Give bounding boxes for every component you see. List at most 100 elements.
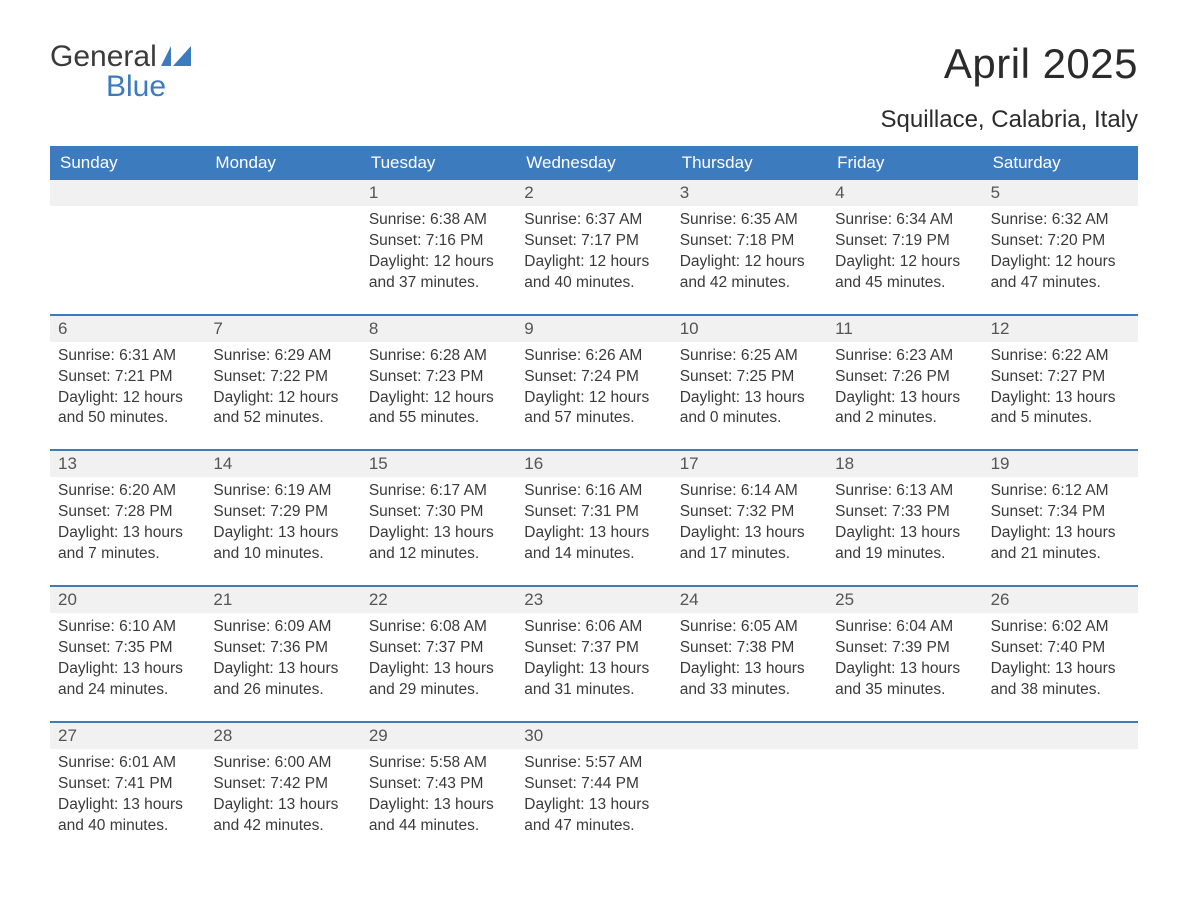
day-number: 4 [827, 180, 982, 206]
sunrise-text: Sunrise: 6:06 AM [524, 617, 663, 638]
daylight-text: Daylight: 12 hours and 42 minutes. [680, 252, 819, 294]
daylight-text: Daylight: 12 hours and 52 minutes. [213, 388, 352, 430]
day-number: 13 [50, 451, 205, 477]
sunrise-text: Sunrise: 6:19 AM [213, 481, 352, 502]
sunset-text: Sunset: 7:27 PM [991, 367, 1130, 388]
day-number: 21 [205, 587, 360, 613]
sunset-text: Sunset: 7:21 PM [58, 367, 197, 388]
weekday-header-row: Sunday Monday Tuesday Wednesday Thursday… [50, 146, 1138, 180]
day-number: 11 [827, 316, 982, 342]
sunset-text: Sunset: 7:17 PM [524, 231, 663, 252]
sunrise-text: Sunrise: 6:12 AM [991, 481, 1130, 502]
day-number: 20 [50, 587, 205, 613]
day-cell [50, 206, 205, 314]
sunrise-text: Sunrise: 6:04 AM [835, 617, 974, 638]
sunset-text: Sunset: 7:43 PM [369, 774, 508, 795]
sunset-text: Sunset: 7:23 PM [369, 367, 508, 388]
day-number: 30 [516, 723, 671, 749]
day-cell [827, 749, 982, 857]
day-cell: Sunrise: 6:34 AMSunset: 7:19 PMDaylight:… [827, 206, 982, 314]
sunrise-text: Sunrise: 6:22 AM [991, 346, 1130, 367]
daylight-text: Daylight: 12 hours and 45 minutes. [835, 252, 974, 294]
weeks-container: 12345Sunrise: 6:38 AMSunset: 7:16 PMDayl… [50, 180, 1138, 856]
day-number: 2 [516, 180, 671, 206]
day-number [205, 180, 360, 206]
day-number: 15 [361, 451, 516, 477]
day-cell: Sunrise: 6:31 AMSunset: 7:21 PMDaylight:… [50, 342, 205, 450]
sunrise-text: Sunrise: 6:02 AM [991, 617, 1130, 638]
sunrise-text: Sunrise: 5:58 AM [369, 753, 508, 774]
day-cell: Sunrise: 6:02 AMSunset: 7:40 PMDaylight:… [983, 613, 1138, 721]
daylight-text: Daylight: 13 hours and 2 minutes. [835, 388, 974, 430]
day-cell: Sunrise: 6:20 AMSunset: 7:28 PMDaylight:… [50, 477, 205, 585]
logo-word-general: General [50, 40, 157, 74]
sunset-text: Sunset: 7:22 PM [213, 367, 352, 388]
sunset-text: Sunset: 7:40 PM [991, 638, 1130, 659]
sunrise-text: Sunrise: 6:31 AM [58, 346, 197, 367]
day-cell: Sunrise: 6:26 AMSunset: 7:24 PMDaylight:… [516, 342, 671, 450]
sunrise-text: Sunrise: 6:01 AM [58, 753, 197, 774]
day-cell: Sunrise: 6:09 AMSunset: 7:36 PMDaylight:… [205, 613, 360, 721]
sunrise-text: Sunrise: 6:17 AM [369, 481, 508, 502]
daylight-text: Daylight: 13 hours and 35 minutes. [835, 659, 974, 701]
day-cell [983, 749, 1138, 857]
sunset-text: Sunset: 7:24 PM [524, 367, 663, 388]
day-cell: Sunrise: 6:28 AMSunset: 7:23 PMDaylight:… [361, 342, 516, 450]
day-cell: Sunrise: 6:32 AMSunset: 7:20 PMDaylight:… [983, 206, 1138, 314]
day-number: 19 [983, 451, 1138, 477]
sunset-text: Sunset: 7:33 PM [835, 502, 974, 523]
daylight-text: Daylight: 12 hours and 57 minutes. [524, 388, 663, 430]
sunrise-text: Sunrise: 6:23 AM [835, 346, 974, 367]
sunrise-text: Sunrise: 6:08 AM [369, 617, 508, 638]
sunset-text: Sunset: 7:29 PM [213, 502, 352, 523]
sunset-text: Sunset: 7:18 PM [680, 231, 819, 252]
daylight-text: Daylight: 13 hours and 29 minutes. [369, 659, 508, 701]
page-header: General Blue April 2025 Squillace, Calab… [50, 40, 1138, 134]
sunset-text: Sunset: 7:28 PM [58, 502, 197, 523]
sunset-text: Sunset: 7:44 PM [524, 774, 663, 795]
day-number: 27 [50, 723, 205, 749]
day-number: 8 [361, 316, 516, 342]
day-number: 18 [827, 451, 982, 477]
title-block: April 2025 Squillace, Calabria, Italy [881, 40, 1138, 134]
day-cell: Sunrise: 6:08 AMSunset: 7:37 PMDaylight:… [361, 613, 516, 721]
daylight-text: Daylight: 13 hours and 21 minutes. [991, 523, 1130, 565]
day-cell [205, 206, 360, 314]
daylight-text: Daylight: 13 hours and 5 minutes. [991, 388, 1130, 430]
day-number [983, 723, 1138, 749]
day-cell: Sunrise: 5:57 AMSunset: 7:44 PMDaylight:… [516, 749, 671, 857]
sunset-text: Sunset: 7:35 PM [58, 638, 197, 659]
daylight-text: Daylight: 13 hours and 24 minutes. [58, 659, 197, 701]
sunrise-text: Sunrise: 6:26 AM [524, 346, 663, 367]
sunset-text: Sunset: 7:38 PM [680, 638, 819, 659]
daylight-text: Daylight: 13 hours and 26 minutes. [213, 659, 352, 701]
sunset-text: Sunset: 7:32 PM [680, 502, 819, 523]
daylight-text: Daylight: 12 hours and 50 minutes. [58, 388, 197, 430]
day-number: 3 [672, 180, 827, 206]
calendar: Sunday Monday Tuesday Wednesday Thursday… [50, 146, 1138, 856]
day-number: 9 [516, 316, 671, 342]
sunset-text: Sunset: 7:36 PM [213, 638, 352, 659]
day-cell: Sunrise: 6:00 AMSunset: 7:42 PMDaylight:… [205, 749, 360, 857]
sunrise-text: Sunrise: 6:34 AM [835, 210, 974, 231]
daylight-text: Daylight: 13 hours and 7 minutes. [58, 523, 197, 565]
week-body-row: Sunrise: 6:38 AMSunset: 7:16 PMDaylight:… [50, 206, 1138, 314]
day-cell: Sunrise: 6:19 AMSunset: 7:29 PMDaylight:… [205, 477, 360, 585]
day-cell: Sunrise: 6:05 AMSunset: 7:38 PMDaylight:… [672, 613, 827, 721]
day-number: 23 [516, 587, 671, 613]
day-cell: Sunrise: 6:06 AMSunset: 7:37 PMDaylight:… [516, 613, 671, 721]
daylight-text: Daylight: 12 hours and 55 minutes. [369, 388, 508, 430]
daynum-row: 12345 [50, 180, 1138, 206]
daylight-text: Daylight: 13 hours and 0 minutes. [680, 388, 819, 430]
day-cell: Sunrise: 6:25 AMSunset: 7:25 PMDaylight:… [672, 342, 827, 450]
day-cell: Sunrise: 6:38 AMSunset: 7:16 PMDaylight:… [361, 206, 516, 314]
day-number: 1 [361, 180, 516, 206]
day-cell: Sunrise: 6:22 AMSunset: 7:27 PMDaylight:… [983, 342, 1138, 450]
daylight-text: Daylight: 13 hours and 14 minutes. [524, 523, 663, 565]
day-cell: Sunrise: 6:01 AMSunset: 7:41 PMDaylight:… [50, 749, 205, 857]
week-body-row: Sunrise: 6:10 AMSunset: 7:35 PMDaylight:… [50, 613, 1138, 721]
day-number: 24 [672, 587, 827, 613]
day-number: 28 [205, 723, 360, 749]
day-cell: Sunrise: 6:29 AMSunset: 7:22 PMDaylight:… [205, 342, 360, 450]
day-cell: Sunrise: 6:14 AMSunset: 7:32 PMDaylight:… [672, 477, 827, 585]
